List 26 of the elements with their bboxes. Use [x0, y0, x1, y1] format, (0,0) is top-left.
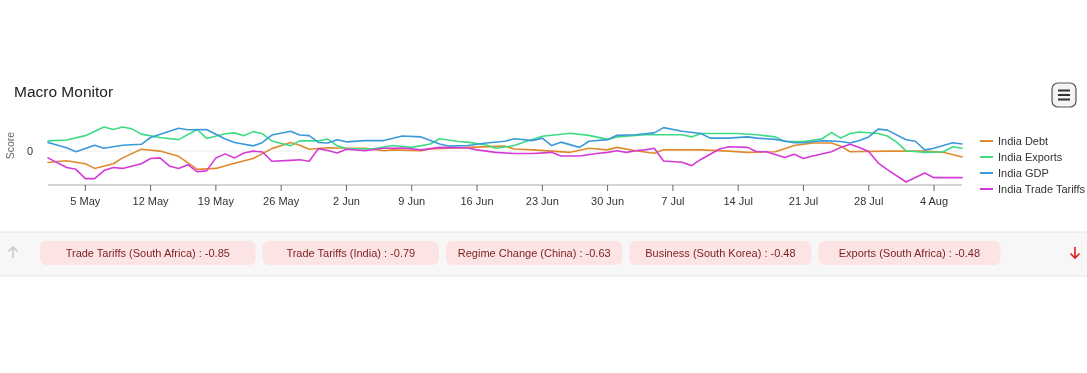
text: Trade Tariffs (India) : -0.79 — [286, 247, 416, 259]
x-tick-label: 16 Jun — [460, 195, 494, 207]
x-tick-label: 4 Aug — [919, 195, 949, 207]
chart-title: Macro Monitor — [14, 83, 114, 100]
x-tick-label: 2 Jun — [332, 195, 360, 207]
text: Trade Tariffs (South Africa) : -0.85 — [65, 247, 230, 259]
x-tick-label: 7 Jul — [661, 195, 685, 207]
x-tick-label: 14 Jul — [723, 195, 753, 207]
legend-label: India Trade Tariffs — [998, 183, 1086, 195]
legend-label: India Exports — [998, 151, 1063, 163]
x-tick-label: 26 May — [263, 195, 300, 207]
legend-label: India Debt — [998, 135, 1049, 147]
text: Business (South Korea) : -0.48 — [645, 247, 796, 259]
text: Exports (South Africa) : -0.48 — [838, 247, 981, 259]
x-tick-label: 23 Jun — [525, 195, 559, 207]
legend-label: India GDP — [998, 167, 1049, 179]
ref-line-label: 0 — [26, 145, 34, 158]
x-tick-label: 28 Jul — [854, 195, 884, 207]
y-axis-title: Score — [4, 131, 16, 160]
x-tick-label: 21 Jul — [788, 195, 819, 207]
x-tick-label: 12 May — [132, 195, 170, 207]
x-tick-label: 30 Jun — [591, 195, 625, 207]
text: Regime Change (China) : -0.63 — [457, 247, 611, 259]
x-tick-label: 9 Jun — [398, 195, 426, 207]
x-tick-label: 5 May — [70, 195, 101, 207]
x-tick-label: 19 May — [197, 195, 235, 207]
